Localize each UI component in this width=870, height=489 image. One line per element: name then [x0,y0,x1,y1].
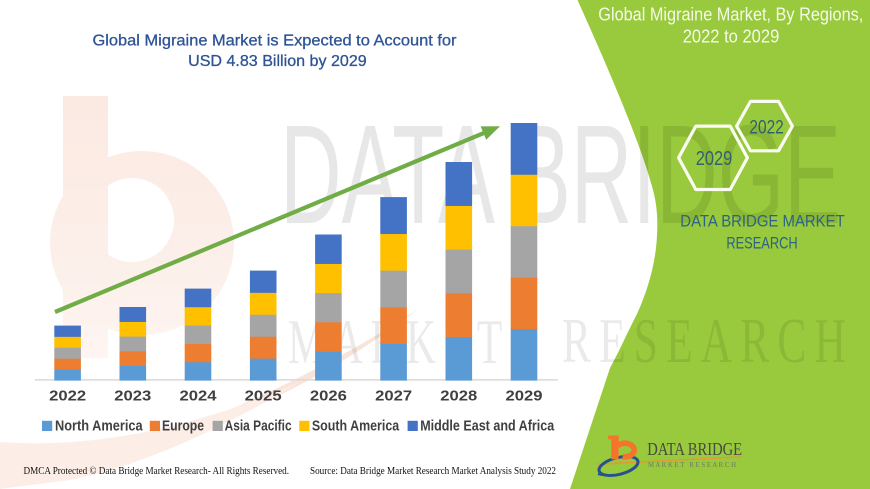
svg-text:2026: 2026 [310,389,347,405]
svg-text:2022: 2022 [749,118,783,139]
svg-text:2029: 2029 [506,389,543,405]
svg-text:RESEARCH: RESEARCH [562,305,854,376]
svg-text:North America: North America [55,418,143,435]
svg-text:RESEARCH: RESEARCH [726,234,797,253]
svg-text:2027: 2027 [375,389,412,405]
svg-text:DATA BRIDGE: DATA BRIDGE [280,95,841,253]
svg-text:Middle East and Africa: Middle East and Africa [420,418,555,435]
svg-text:DATA BRIDGE MARKET: DATA BRIDGE MARKET [680,212,844,231]
svg-text:DMCA Protected © Data Bridge M: DMCA Protected © Data Bridge Market Rese… [24,465,290,477]
svg-text:2022 to 2029: 2022 to 2029 [683,27,780,47]
svg-text:2022: 2022 [49,389,86,405]
svg-text:2028: 2028 [440,389,477,405]
svg-text:DATA BRIDGE: DATA BRIDGE [647,439,742,459]
svg-text:2029: 2029 [696,148,733,170]
svg-text:South America: South America [312,418,400,435]
svg-text:2025: 2025 [245,389,282,405]
svg-text:Source: Data Bridge Market Res: Source: Data Bridge Market Research Mark… [310,465,556,477]
svg-text:Global Migraine Market is Expe: Global Migraine Market is Expected to Ac… [93,32,457,49]
svg-text:USD 4.83 Billion by 2029: USD 4.83 Billion by 2029 [188,53,367,70]
svg-text:Global Migraine Market, By Reg: Global Migraine Market, By Regions, [598,4,863,24]
svg-text:M A R K E T R E S E A R C H: M A R K E T R E S E A R C H [648,460,737,469]
svg-text:Asia Pacific: Asia Pacific [225,418,292,435]
svg-text:Europe: Europe [162,418,204,435]
svg-text:2024: 2024 [180,389,217,405]
svg-text:2023: 2023 [114,389,151,405]
